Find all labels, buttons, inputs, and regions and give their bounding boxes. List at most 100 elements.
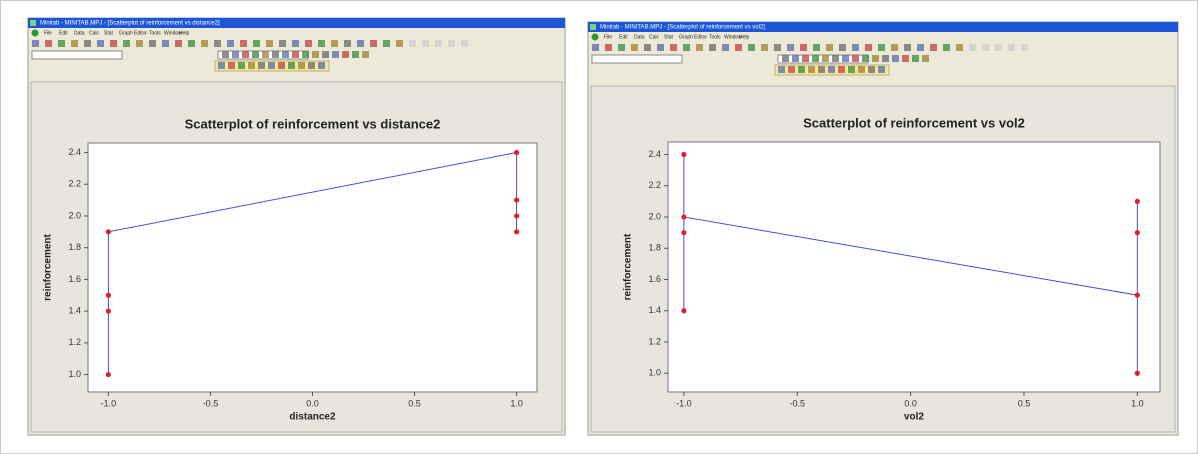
menu-item[interactable]: Edit xyxy=(619,34,628,40)
toolbar-button[interactable] xyxy=(792,55,799,62)
menu-item[interactable]: Help xyxy=(739,34,750,40)
toolbar-button[interactable] xyxy=(110,40,117,47)
toolbar-button[interactable] xyxy=(891,44,898,51)
toolbar-button[interactable] xyxy=(45,40,52,47)
toolbar-button[interactable] xyxy=(912,55,919,62)
menu-item[interactable]: Graph xyxy=(119,30,133,36)
toolbar-button[interactable] xyxy=(902,55,909,62)
toolbar-button[interactable] xyxy=(258,62,265,69)
toolbar-button[interactable] xyxy=(409,40,416,47)
toolbar-button[interactable] xyxy=(930,44,937,51)
toolbar-button[interactable] xyxy=(331,40,338,47)
dropdown[interactable] xyxy=(32,51,122,59)
toolbar-button[interactable] xyxy=(58,40,65,47)
menu-item[interactable]: Tools xyxy=(149,30,161,36)
toolbar-button[interactable] xyxy=(808,66,815,73)
toolbar-button[interactable] xyxy=(788,66,795,73)
toolbar-button[interactable] xyxy=(1008,44,1015,51)
toolbar-button[interactable] xyxy=(774,44,781,51)
toolbar-button[interactable] xyxy=(618,44,625,51)
toolbar-button[interactable] xyxy=(761,44,768,51)
toolbar-button[interactable] xyxy=(838,66,845,73)
toolbar-button[interactable] xyxy=(370,40,377,47)
toolbar-button[interactable] xyxy=(322,51,329,58)
toolbar-button[interactable] xyxy=(97,40,104,47)
toolbar-button[interactable] xyxy=(282,51,289,58)
toolbar-button[interactable] xyxy=(878,66,885,73)
toolbar-button[interactable] xyxy=(248,62,255,69)
toolbar-button[interactable] xyxy=(288,62,295,69)
toolbar-button[interactable] xyxy=(252,51,259,58)
toolbar-button[interactable] xyxy=(272,51,279,58)
toolbar-button[interactable] xyxy=(842,55,849,62)
toolbar-button[interactable] xyxy=(218,62,225,69)
menu-item[interactable]: Stat xyxy=(104,30,114,36)
toolbar-button[interactable] xyxy=(292,51,299,58)
menu-item[interactable]: File xyxy=(44,30,52,36)
toolbar-button[interactable] xyxy=(872,55,879,62)
toolbar-button[interactable] xyxy=(318,40,325,47)
toolbar-button[interactable] xyxy=(435,40,442,47)
toolbar-button[interactable] xyxy=(268,62,275,69)
toolbar-button[interactable] xyxy=(735,44,742,51)
toolbar-button[interactable] xyxy=(878,44,885,51)
menu-item[interactable]: Edit xyxy=(59,30,68,36)
menu-item[interactable]: Calc xyxy=(89,30,100,36)
toolbar-button[interactable] xyxy=(818,66,825,73)
toolbar-button[interactable] xyxy=(969,44,976,51)
menu-item[interactable]: Editor xyxy=(694,34,707,40)
toolbar-button[interactable] xyxy=(943,44,950,51)
menu-item[interactable]: File xyxy=(604,34,612,40)
toolbar-button[interactable] xyxy=(848,66,855,73)
toolbar-button[interactable] xyxy=(839,44,846,51)
toolbar-button[interactable] xyxy=(802,55,809,62)
toolbar-button[interactable] xyxy=(828,66,835,73)
toolbar-button[interactable] xyxy=(162,40,169,47)
toolbar-button[interactable] xyxy=(461,40,468,47)
toolbar-button[interactable] xyxy=(892,55,899,62)
toolbar-button[interactable] xyxy=(214,40,221,47)
toolbar-button[interactable] xyxy=(605,44,612,51)
menu-item[interactable]: Help xyxy=(179,30,190,36)
toolbar-button[interactable] xyxy=(266,40,273,47)
toolbar-button[interactable] xyxy=(800,44,807,51)
toolbar-button[interactable] xyxy=(995,44,1002,51)
toolbar-button[interactable] xyxy=(302,51,309,58)
menu-item[interactable]: Tools xyxy=(709,34,721,40)
dropdown[interactable] xyxy=(592,55,682,63)
toolbar-button[interactable] xyxy=(448,40,455,47)
toolbar-button[interactable] xyxy=(227,40,234,47)
toolbar-button[interactable] xyxy=(253,40,260,47)
toolbar-button[interactable] xyxy=(709,44,716,51)
toolbar-button[interactable] xyxy=(592,44,599,51)
toolbar-button[interactable] xyxy=(149,40,156,47)
toolbar-button[interactable] xyxy=(782,55,789,62)
toolbar-button[interactable] xyxy=(787,44,794,51)
toolbar-button[interactable] xyxy=(644,44,651,51)
toolbar-button[interactable] xyxy=(357,40,364,47)
toolbar-button[interactable] xyxy=(362,51,369,58)
toolbar-button[interactable] xyxy=(232,51,239,58)
toolbar-button[interactable] xyxy=(670,44,677,51)
toolbar-button[interactable] xyxy=(298,62,305,69)
menu-item[interactable]: Stat xyxy=(664,34,674,40)
menu-item[interactable]: Editor xyxy=(134,30,147,36)
toolbar-button[interactable] xyxy=(852,44,859,51)
toolbar-button[interactable] xyxy=(865,44,872,51)
toolbar-button[interactable] xyxy=(222,51,229,58)
toolbar-button[interactable] xyxy=(858,66,865,73)
toolbar-button[interactable] xyxy=(696,44,703,51)
toolbar-button[interactable] xyxy=(917,44,924,51)
toolbar-button[interactable] xyxy=(342,51,349,58)
toolbar-button[interactable] xyxy=(71,40,78,47)
toolbar-button[interactable] xyxy=(123,40,130,47)
toolbar-button[interactable] xyxy=(982,44,989,51)
toolbar-button[interactable] xyxy=(238,62,245,69)
toolbar-button[interactable] xyxy=(722,44,729,51)
toolbar-button[interactable] xyxy=(812,55,819,62)
menu-item[interactable]: Data xyxy=(74,30,85,36)
toolbar-button[interactable] xyxy=(312,51,319,58)
toolbar-button[interactable] xyxy=(956,44,963,51)
toolbar-button[interactable] xyxy=(242,51,249,58)
toolbar-button[interactable] xyxy=(352,51,359,58)
